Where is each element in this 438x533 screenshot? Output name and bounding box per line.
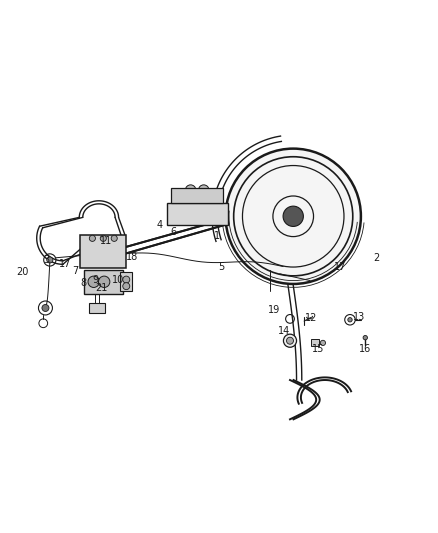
Circle shape: [320, 340, 325, 345]
Circle shape: [220, 217, 226, 224]
Circle shape: [111, 235, 117, 241]
FancyBboxPatch shape: [81, 235, 126, 268]
Text: 1: 1: [214, 231, 220, 241]
FancyBboxPatch shape: [166, 203, 228, 225]
FancyBboxPatch shape: [311, 340, 319, 346]
Circle shape: [100, 235, 106, 241]
Circle shape: [88, 276, 99, 287]
Circle shape: [123, 282, 130, 289]
Text: 15: 15: [311, 344, 324, 354]
Circle shape: [42, 304, 49, 311]
Circle shape: [226, 149, 361, 284]
Text: 20: 20: [16, 266, 29, 277]
Circle shape: [47, 257, 53, 263]
Text: 7: 7: [73, 266, 79, 276]
Circle shape: [220, 209, 226, 215]
Text: 13: 13: [353, 312, 365, 322]
FancyBboxPatch shape: [120, 272, 132, 292]
Text: 18: 18: [127, 252, 139, 262]
Text: 16: 16: [359, 344, 371, 354]
Text: 19: 19: [268, 305, 281, 315]
FancyBboxPatch shape: [84, 270, 123, 294]
FancyBboxPatch shape: [171, 188, 223, 203]
Text: 5: 5: [218, 262, 224, 271]
Text: 3: 3: [43, 255, 49, 265]
Text: 17: 17: [334, 262, 346, 272]
Text: 8: 8: [81, 278, 87, 288]
Text: 4: 4: [157, 220, 163, 230]
Circle shape: [123, 276, 130, 283]
Text: 12: 12: [305, 313, 318, 323]
Circle shape: [283, 206, 304, 227]
Circle shape: [89, 235, 95, 241]
Circle shape: [99, 276, 110, 287]
Text: 10: 10: [112, 276, 124, 286]
Circle shape: [363, 335, 367, 340]
Text: 2: 2: [373, 253, 379, 263]
Circle shape: [286, 337, 293, 344]
Text: 6: 6: [170, 228, 176, 237]
Text: 14: 14: [279, 326, 291, 336]
Circle shape: [348, 318, 352, 322]
Text: 17: 17: [59, 260, 71, 269]
Circle shape: [185, 185, 196, 195]
Circle shape: [283, 334, 297, 348]
Circle shape: [198, 185, 209, 195]
Text: 9: 9: [93, 274, 99, 285]
FancyBboxPatch shape: [89, 303, 105, 313]
Text: 21: 21: [95, 284, 107, 293]
Text: 11: 11: [100, 236, 113, 246]
